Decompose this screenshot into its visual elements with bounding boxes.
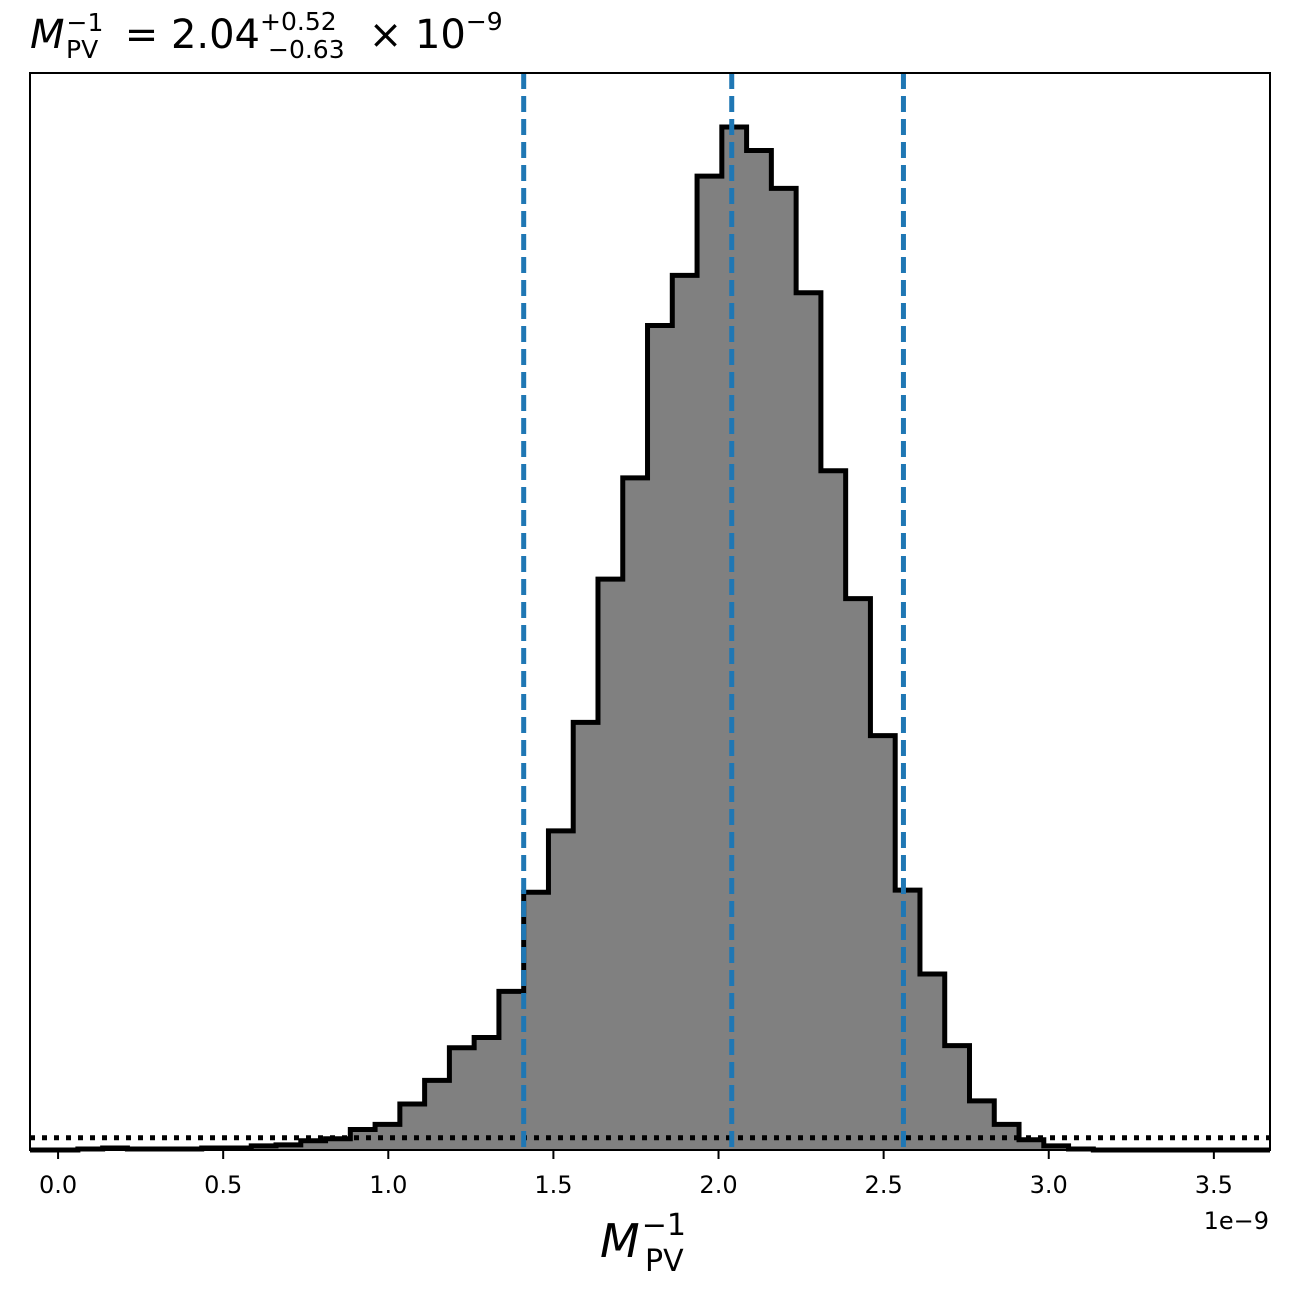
histogram-bar xyxy=(498,991,525,1150)
histogram-bar xyxy=(276,1144,302,1150)
title-symbol: M xyxy=(30,12,65,58)
histogram-bar xyxy=(796,292,822,1150)
histogram-bar xyxy=(548,830,574,1150)
histogram-bar xyxy=(622,477,649,1150)
title-sup: −1 xyxy=(67,8,104,37)
histogram-bar xyxy=(672,275,698,1151)
histogram-bar xyxy=(474,1037,500,1150)
x-tick-label: 1.5 xyxy=(534,1171,572,1199)
title-equals: = 2.04 xyxy=(112,12,260,58)
histogram-bar xyxy=(845,598,871,1150)
x-tick-label: 0.5 xyxy=(204,1171,242,1199)
x-offset-text: 1e−9 xyxy=(1204,1207,1269,1235)
xlabel-sup: −1 xyxy=(642,1208,686,1243)
histogram-bar xyxy=(300,1140,327,1150)
chart-title: M−1 PV = 2.04+0.52 −0.63 × 10−9 xyxy=(30,7,503,64)
histogram-bar xyxy=(870,735,896,1150)
title-exp: −9 xyxy=(466,7,503,36)
histogram-bar xyxy=(647,325,673,1150)
x-axis-label: M−1 PV xyxy=(600,1208,686,1279)
histogram-bar xyxy=(721,127,748,1150)
x-tick-label: 3.0 xyxy=(1030,1171,1068,1199)
x-tick-label: 1.0 xyxy=(369,1171,407,1199)
title-plus: +0.52 xyxy=(260,7,337,36)
plot-area xyxy=(30,73,1270,1153)
title-sub: PV xyxy=(66,35,98,64)
title-times: × 10 xyxy=(356,12,466,58)
x-axis: 0.0 0.5 1.0 1.5 2.0 2.5 3.0 3.5 xyxy=(39,1150,1233,1199)
histogram-bar xyxy=(597,579,624,1150)
histogram-bar xyxy=(969,1100,995,1150)
axes-frame xyxy=(29,72,1271,1151)
histogram-bar xyxy=(1019,1139,1045,1150)
histogram-bar xyxy=(523,892,549,1150)
xlabel-symbol: M xyxy=(600,1214,640,1268)
x-tick-label: 2.0 xyxy=(699,1171,737,1199)
histogram-bar xyxy=(573,722,599,1150)
histogram-bar xyxy=(919,974,946,1150)
histogram-bar xyxy=(944,1045,970,1150)
histogram-bar xyxy=(350,1129,376,1150)
histogram-bar xyxy=(746,150,772,1151)
histogram-bar xyxy=(895,890,921,1150)
histogram-bar xyxy=(449,1047,475,1150)
histogram-bar xyxy=(697,176,723,1150)
x-tick-label: 3.5 xyxy=(1195,1171,1233,1199)
x-tick-label: 2.5 xyxy=(865,1171,903,1199)
histogram-bar xyxy=(325,1138,351,1150)
histogram-bar xyxy=(820,470,847,1150)
xlabel-sub: PV xyxy=(645,1244,684,1279)
title-minus: −0.63 xyxy=(268,35,345,64)
histogram-bar xyxy=(399,1103,426,1150)
x-tick-label: 0.0 xyxy=(39,1171,77,1199)
histogram-outline xyxy=(30,124,1270,1153)
histogram-bar xyxy=(771,188,797,1150)
